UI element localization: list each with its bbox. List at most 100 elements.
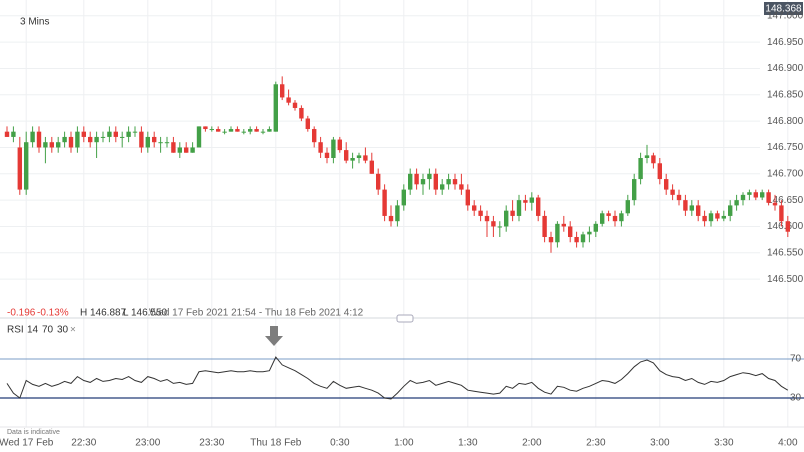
candle-body [36, 131, 42, 148]
candle-body [292, 102, 298, 108]
candle-body [459, 184, 464, 190]
candle-body [216, 129, 221, 132]
y-tick-label: 146.950 [767, 37, 804, 48]
candle-body [299, 107, 304, 119]
candle-body [81, 131, 86, 137]
resize-handle[interactable] [396, 314, 414, 323]
candle-body [702, 215, 707, 222]
x-tick-label: 1:30 [458, 438, 478, 449]
candle-body [760, 192, 765, 198]
rsi-close[interactable]: × [70, 325, 76, 336]
y-tick-label: 147.000 [767, 10, 804, 21]
candle-body [600, 213, 605, 224]
candle-body [107, 131, 112, 137]
y-tick-label: 146.750 [767, 142, 804, 153]
rsi-tick-label: 30 [790, 393, 802, 404]
candle-body [286, 97, 291, 103]
candle-body [638, 158, 643, 180]
x-tick-label: 2:30 [586, 438, 606, 449]
candle-body [235, 129, 240, 132]
candle-body [523, 200, 528, 203]
candle-body [651, 155, 656, 164]
rsi-lower: 30 [57, 325, 69, 336]
candle-body [555, 223, 560, 243]
footnote: Data is indicative [7, 429, 60, 436]
candle-body [260, 131, 266, 133]
candle-body [62, 136, 67, 143]
candle-body [376, 173, 381, 190]
candle-body [171, 142, 176, 153]
candle-body [88, 136, 93, 143]
x-tick-label: Wed 17 Feb [0, 438, 54, 449]
change-pct: -0.13% [37, 308, 69, 319]
candle-body [17, 147, 22, 190]
price-label: 148.368 [765, 4, 802, 15]
candle-body [504, 210, 509, 227]
candle-body [728, 205, 733, 216]
candle-body [536, 197, 541, 216]
candle-body [11, 131, 16, 137]
candle-body [337, 139, 342, 151]
candle-body [574, 237, 579, 243]
y-tick-label: 146.800 [767, 116, 804, 127]
candle-body [696, 205, 701, 216]
candle-body [779, 205, 784, 222]
rsi-line [6, 356, 789, 400]
candle-body [184, 147, 189, 153]
candle-body [273, 84, 278, 132]
x-tick-label: 3:30 [714, 438, 734, 449]
candle-body [344, 150, 349, 161]
x-tick-label: 1:00 [394, 438, 414, 449]
x-tick-label: 0:30 [330, 438, 350, 449]
candle-body [644, 155, 650, 158]
candle-body [772, 202, 778, 206]
x-tick-label: 22:30 [71, 438, 96, 449]
y-tick-label: 146.550 [767, 247, 804, 258]
y-tick-label: 146.600 [767, 221, 804, 232]
candle-body [241, 131, 246, 133]
rsi-period: 14 [27, 325, 39, 336]
candle-body [56, 142, 61, 148]
candle-body [164, 142, 170, 144]
candle-body [331, 139, 336, 158]
candle-body [664, 179, 669, 190]
candle-body [427, 173, 432, 180]
candle-body [152, 136, 157, 143]
candle-body [568, 226, 573, 237]
candle-body [676, 194, 682, 201]
candle-body [753, 192, 758, 198]
price-label-box [764, 2, 803, 15]
candle-body [414, 173, 419, 185]
x-tick-label: 23:30 [199, 438, 224, 449]
candle-body [734, 200, 739, 206]
candle-body [491, 221, 496, 227]
candle-body [324, 152, 330, 158]
candle-body [740, 194, 746, 201]
candle-body [484, 215, 490, 222]
candle-body [126, 131, 131, 137]
candle-body [369, 160, 374, 174]
candle-body [68, 136, 74, 148]
candle-body [529, 197, 534, 203]
candle-body [670, 189, 675, 195]
marker-arrow [265, 326, 283, 346]
candle-body [318, 142, 323, 153]
candle-body [139, 131, 144, 148]
candle-body [24, 142, 29, 190]
candle-body [280, 84, 285, 98]
candle-body [312, 129, 317, 143]
high: H 146.887 [80, 308, 127, 319]
candle-body [689, 205, 694, 211]
candle-body [120, 136, 125, 138]
candle-body [177, 147, 182, 153]
candle-body [587, 231, 592, 235]
candle-body [395, 205, 400, 222]
candle-body [657, 163, 662, 180]
candle-body [497, 226, 502, 228]
candle-body [203, 126, 208, 130]
candle-body [132, 131, 138, 133]
low: L 146.550 [123, 308, 168, 319]
candle-body [721, 215, 726, 219]
candle-body [747, 192, 752, 195]
candle-body [356, 155, 362, 158]
